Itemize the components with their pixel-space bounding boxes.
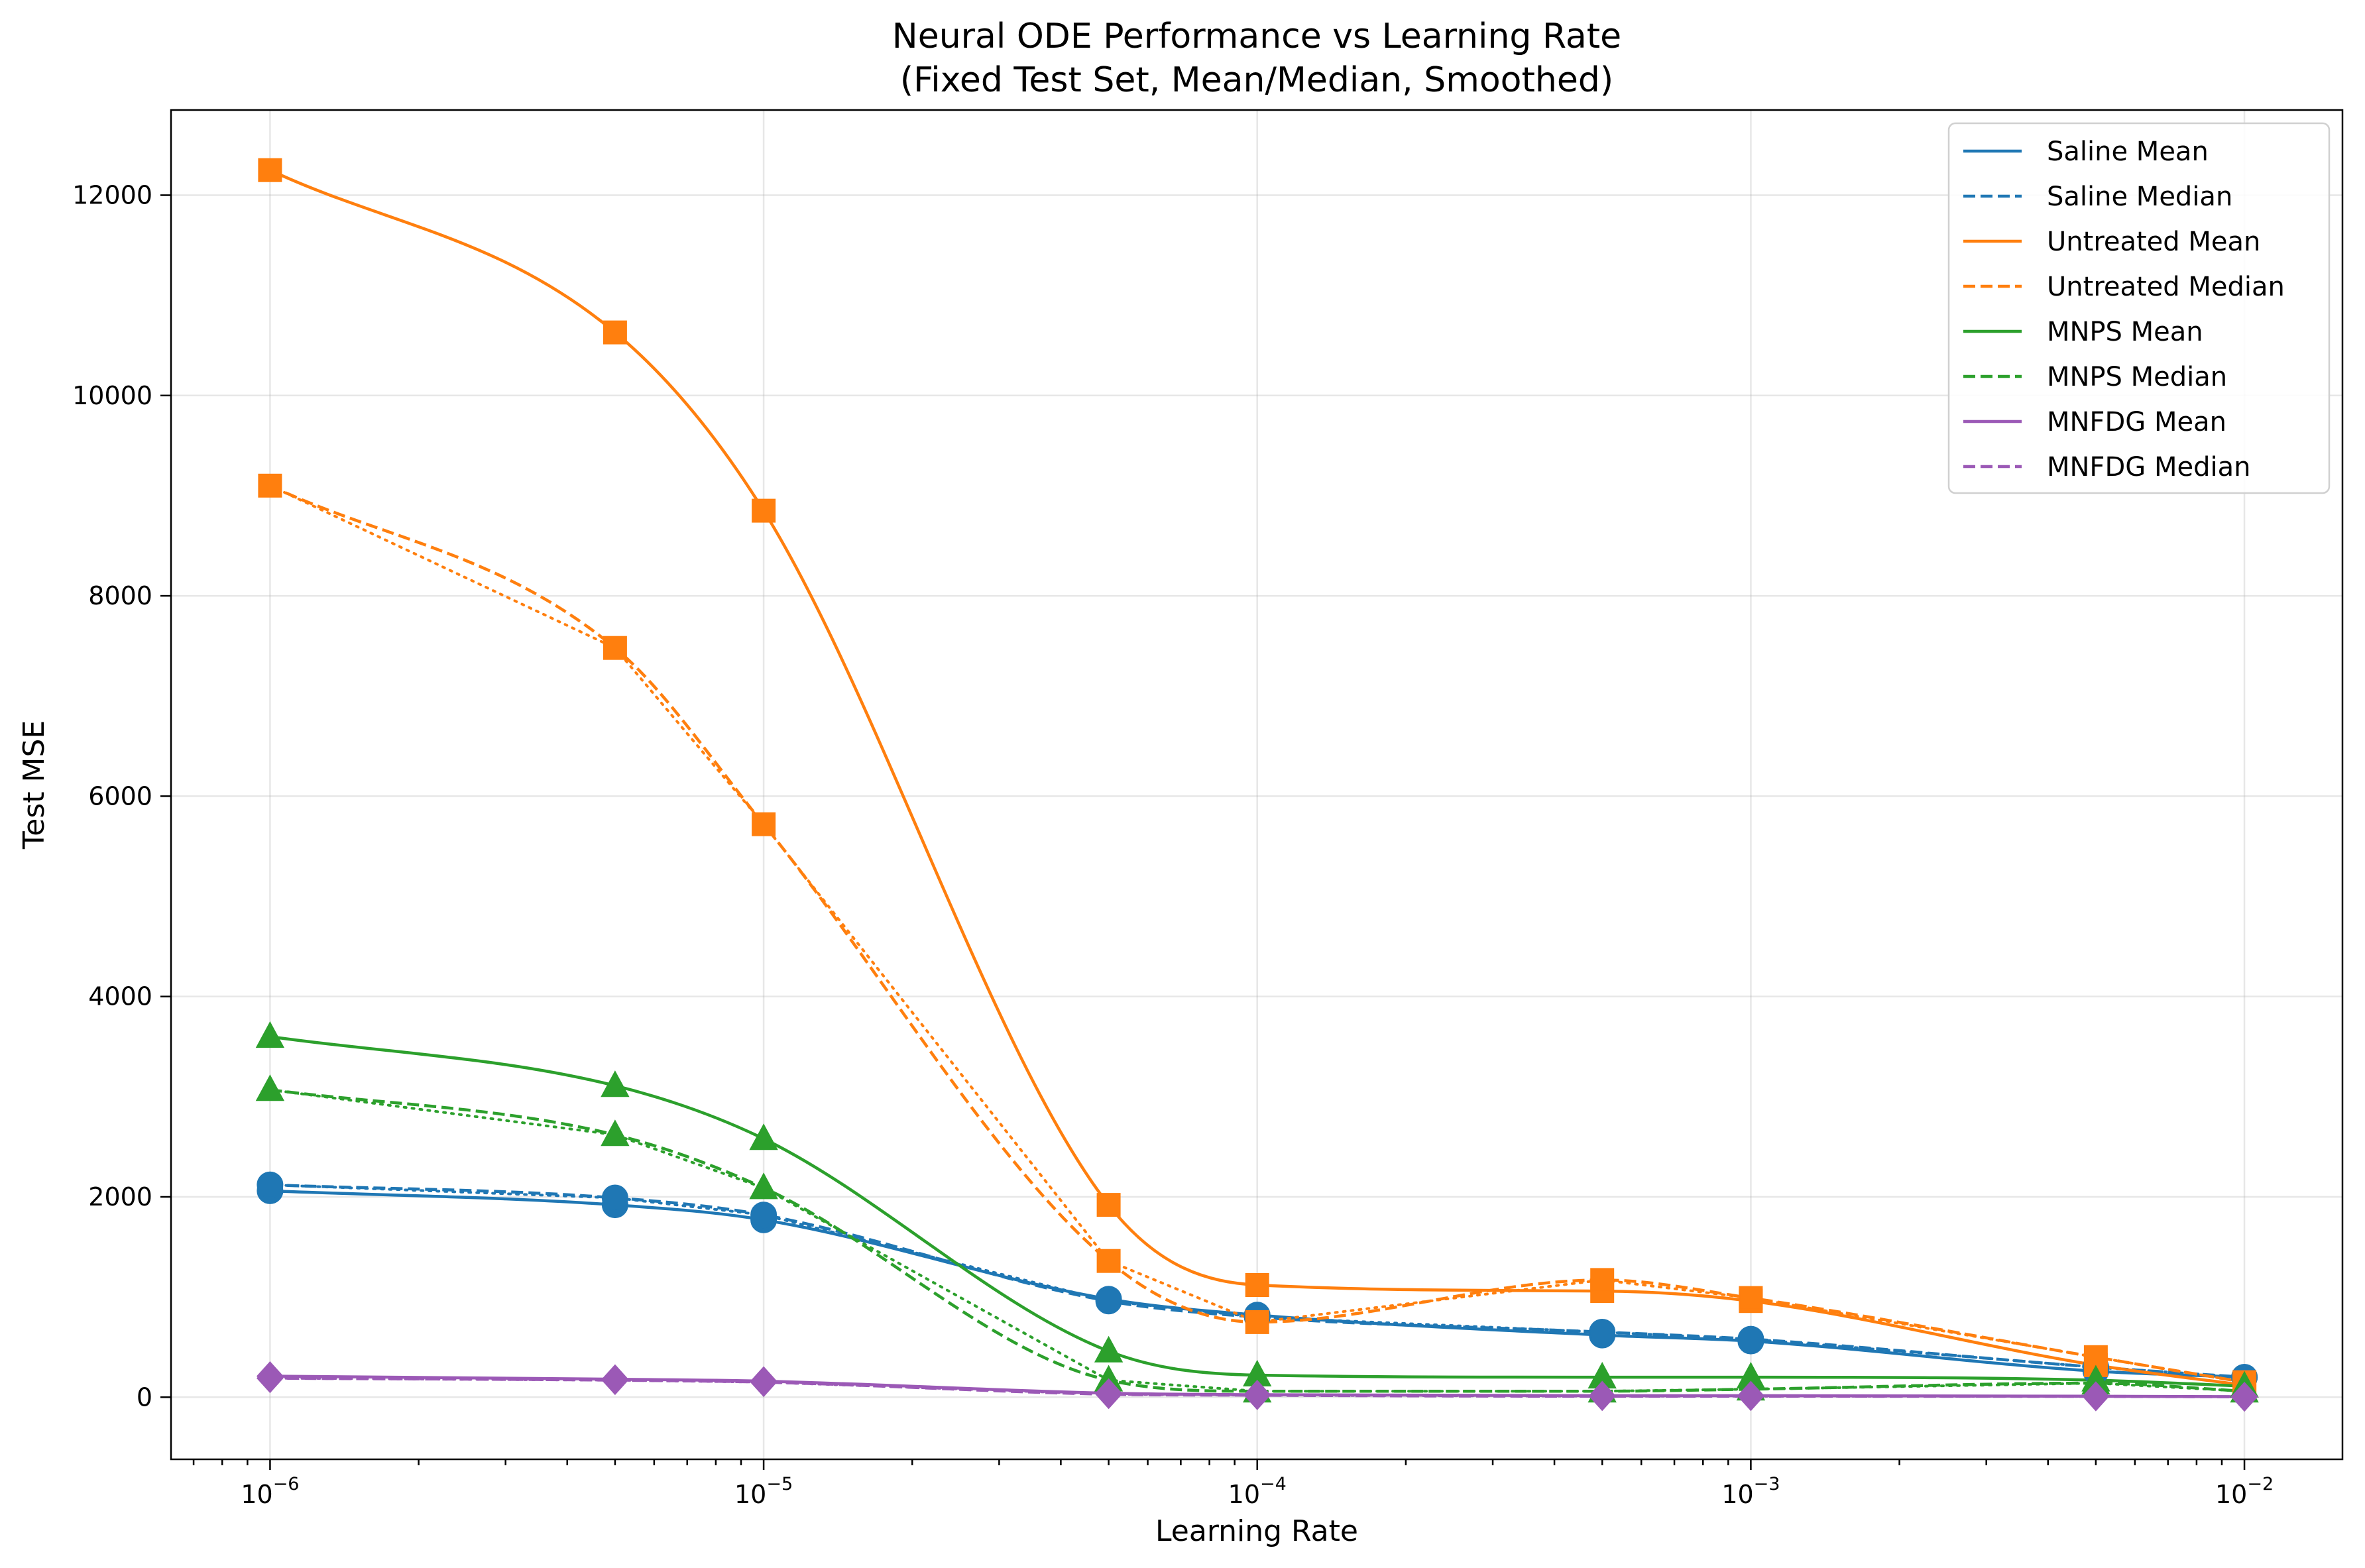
y-tick-label: 0 xyxy=(137,1382,152,1412)
data-point-untreated-median xyxy=(258,473,282,498)
y-tick-label: 12000 xyxy=(72,180,152,209)
y-axis-ticks: 0 2000 4000 6000 8000 10000 12000 xyxy=(72,180,171,1412)
x-axis-ticks: 10−6 10−5 10−4 10−3 10−2 xyxy=(192,1459,2274,1509)
data-point-untreated-median xyxy=(1245,1310,1269,1334)
y-tick-label: 10000 xyxy=(72,381,152,410)
data-point-mnps-median xyxy=(601,1119,630,1147)
data-point-mnfdg-median xyxy=(2082,1381,2110,1412)
legend-label: MNFDG Median xyxy=(2047,452,2250,482)
data-point-mnps-median xyxy=(255,1074,285,1101)
data-point-saline-median xyxy=(1095,1288,1122,1315)
data-point-saline-median xyxy=(257,1171,284,1198)
data-point-untreated-median xyxy=(603,636,627,660)
legend: Saline Mean Saline Median Untreated Mean Un… xyxy=(1947,122,2331,494)
data-point-mnfdg-median xyxy=(1095,1379,1122,1410)
data-point-saline-median xyxy=(1737,1325,1764,1353)
data-point-mnps-mean xyxy=(601,1070,630,1097)
legend-label: MNFDG Mean xyxy=(2047,407,2226,437)
y-tick-label: 8000 xyxy=(88,581,152,610)
data-point-saline-median xyxy=(1589,1319,1616,1345)
data-point-mnps-mean xyxy=(1094,1335,1124,1363)
data-point-saline-median xyxy=(750,1202,778,1229)
data-point-untreated-mean xyxy=(603,320,627,345)
chart-subtitle: (Fixed Test Set, Mean/Median, Smoothed) xyxy=(900,60,1613,100)
data-point-untreated-mean xyxy=(258,158,282,182)
data-point-mnfdg-median xyxy=(1588,1381,1616,1412)
data-point-mnfdg-median xyxy=(2230,1382,2258,1412)
data-point-mnfdg-median xyxy=(1243,1380,1271,1410)
legend-label: Untreated Mean xyxy=(2047,227,2260,257)
data-point-saline-median xyxy=(601,1184,628,1211)
x-tick-label: 10−2 xyxy=(2215,1474,2274,1509)
legend-label: Saline Mean xyxy=(2047,137,2209,167)
data-point-mnps-median xyxy=(749,1172,778,1200)
data-point-mnps-mean xyxy=(255,1021,285,1048)
data-point-untreated-mean xyxy=(1245,1273,1269,1297)
data-point-untreated-median xyxy=(1739,1286,1763,1310)
x-tick-label: 10−5 xyxy=(734,1474,793,1509)
data-point-untreated-median xyxy=(1590,1268,1615,1292)
series-line-mnps-mean xyxy=(270,1035,2245,1388)
data-point-untreated-median xyxy=(1096,1249,1121,1273)
data-point-mnfdg-median xyxy=(257,1363,284,1394)
data-point-mnfdg-median xyxy=(750,1367,778,1398)
data-point-untreated-mean xyxy=(1096,1193,1121,1217)
y-tick-label: 4000 xyxy=(88,982,152,1011)
x-axis-label: Learning Rate xyxy=(1155,1514,1358,1548)
y-tick-label: 2000 xyxy=(88,1182,152,1211)
legend-label: MNPS Mean xyxy=(2047,317,2203,347)
data-point-untreated-mean xyxy=(752,498,776,523)
legend-label: Untreated Median xyxy=(2047,272,2285,302)
data-point-mnps-mean xyxy=(749,1123,778,1150)
data-point-untreated-median xyxy=(2083,1345,2108,1369)
series-line-untreated-mean xyxy=(269,168,2245,1387)
x-tick-label: 10−4 xyxy=(1228,1474,1287,1509)
legend-label: MNPS Median xyxy=(2047,362,2227,392)
legend-box xyxy=(1947,122,2331,494)
data-point-mnfdg-median xyxy=(1737,1381,1764,1412)
x-tick-label: 10−6 xyxy=(241,1474,299,1509)
y-axis-label: Test MSE xyxy=(17,720,51,850)
legend-label: Saline Median xyxy=(2047,182,2232,212)
data-point-mnfdg-median xyxy=(601,1365,629,1396)
y-tick-label: 6000 xyxy=(88,781,152,811)
series-raw-line-saline-median xyxy=(268,1183,2246,1379)
chart-title: Neural ODE Performance vs Learning Rate xyxy=(892,17,1621,56)
plot-markers xyxy=(255,158,2259,1412)
x-tick-label: 10−3 xyxy=(1721,1474,1780,1509)
data-point-untreated-median xyxy=(752,812,776,836)
